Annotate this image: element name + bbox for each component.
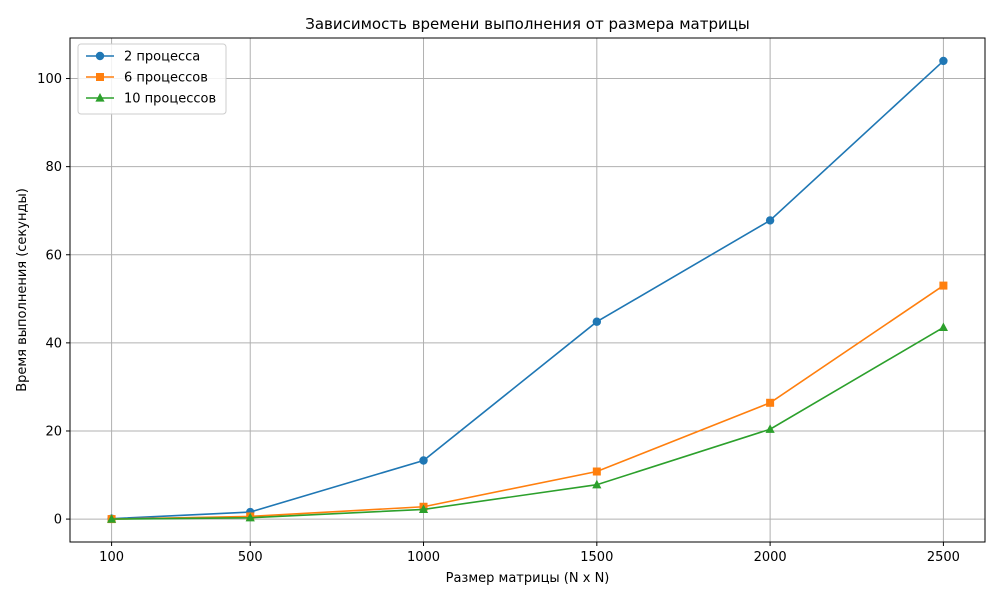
legend-marker bbox=[95, 93, 105, 102]
y-axis-label: Время выполнения (секунды) bbox=[15, 188, 30, 392]
x-tick-label: 2500 bbox=[927, 550, 960, 565]
legend-items: 2 процесса 6 процессов 10 процессов bbox=[86, 50, 216, 107]
series-line bbox=[111, 284, 944, 520]
series-3 bbox=[106, 322, 949, 523]
data-point bbox=[938, 322, 949, 332]
legend-label: 2 процесса bbox=[124, 50, 200, 65]
grid bbox=[70, 38, 985, 542]
legend-label: 10 процессов bbox=[124, 92, 216, 107]
x-tick-label: 100 bbox=[99, 550, 124, 565]
data-point bbox=[765, 216, 775, 225]
plot-area-frame bbox=[69, 37, 986, 543]
data-point bbox=[939, 281, 948, 290]
data-point bbox=[939, 56, 948, 66]
series-line bbox=[111, 326, 944, 520]
legend-marker bbox=[95, 51, 105, 61]
x-tick-label: 1500 bbox=[580, 550, 613, 565]
series-group bbox=[106, 56, 949, 524]
legend: 2 процесса 6 процессов 10 процессов bbox=[77, 43, 227, 115]
data-point bbox=[766, 398, 775, 407]
data-point bbox=[245, 512, 255, 522]
y-tick-label: 20 bbox=[45, 424, 62, 439]
y-tick-label: 100 bbox=[37, 72, 62, 87]
data-point bbox=[592, 467, 601, 476]
y-tick-label: 0 bbox=[54, 513, 62, 528]
legend-box bbox=[77, 43, 227, 115]
y-tick-label: 40 bbox=[45, 336, 62, 351]
data-point bbox=[592, 479, 602, 489]
legend-item: 2 процесса bbox=[86, 50, 200, 65]
data-point bbox=[419, 456, 428, 465]
x-axis-label: Размер матрицы (N x N) bbox=[446, 571, 610, 586]
y-tick-label: 80 bbox=[45, 160, 62, 175]
data-point bbox=[106, 514, 117, 523]
x-tick-label: 500 bbox=[238, 550, 263, 565]
series-line bbox=[111, 60, 944, 520]
x-tick-label: 2000 bbox=[754, 550, 787, 565]
legend-label: 6 процессов bbox=[124, 71, 208, 86]
legend-marker bbox=[96, 73, 104, 81]
legend-item: 6 процессов bbox=[86, 71, 208, 86]
chart-title: Зависимость времени выполнения от размер… bbox=[305, 15, 750, 33]
data-point bbox=[592, 317, 602, 326]
legend-item: 10 процессов bbox=[86, 92, 216, 107]
y-tick-label: 60 bbox=[45, 248, 62, 263]
x-tick-label: 1000 bbox=[407, 550, 440, 565]
data-point bbox=[418, 504, 429, 513]
axis-ticks: 100 500 1000 1500 2000 2500 0 20 40 60 80 100 bbox=[37, 72, 960, 565]
data-point bbox=[765, 424, 775, 433]
